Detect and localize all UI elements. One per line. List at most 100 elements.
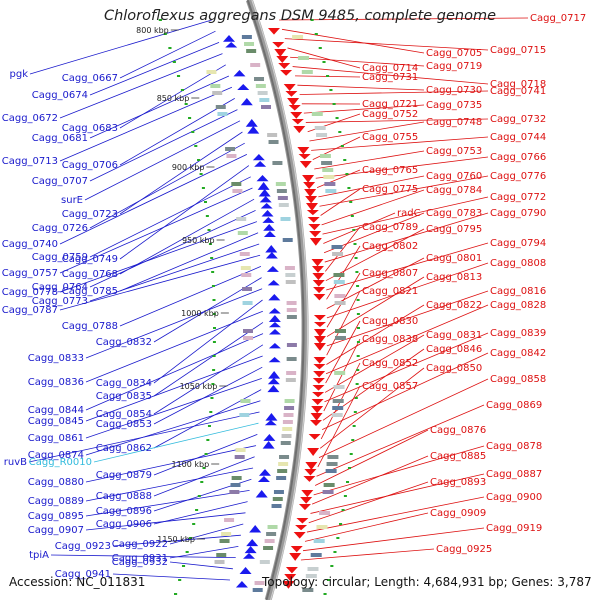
- leader-line: [153, 344, 264, 415]
- leader-line: [319, 175, 489, 207]
- reverse-gene-arrow: [312, 280, 325, 287]
- gene-label-reverse: Cagg_0876: [430, 425, 486, 436]
- reverse-gene-arrow: [282, 581, 295, 589]
- annotation-block: [275, 182, 286, 186]
- reverse-gene-arrow: [304, 189, 317, 197]
- forward-gene-arrow: [247, 126, 260, 134]
- leader-line: [169, 546, 239, 559]
- annotation-block: [226, 154, 237, 158]
- leader-line: [306, 496, 485, 533]
- annotation-block: [277, 469, 288, 473]
- forward-gene-arrow: [254, 161, 267, 167]
- leader-line: [290, 56, 425, 67]
- annotation-block: [254, 77, 265, 81]
- gene-label-forward: Cagg_0888: [96, 491, 152, 502]
- forward-gene-arrow: [258, 189, 271, 197]
- gene-label-forward: Cagg_0681: [32, 133, 88, 144]
- leader-line: [304, 512, 429, 542]
- gene-labels: pgk Cagg_0667Cagg_0674Cagg_0672Cagg_0683C…: [2, 13, 587, 580]
- annotation-block: [271, 504, 282, 508]
- leader-line: [311, 136, 489, 151]
- leader-line: [85, 310, 263, 383]
- gene-label-reverse: Cagg_0730: [426, 85, 482, 96]
- gene-label-reverse: Cagg_0813: [426, 272, 482, 283]
- annotation-block: [324, 182, 336, 186]
- reverse-gene-arrow: [288, 105, 301, 111]
- leader-line: [325, 228, 425, 282]
- gene-label-reverse: Cagg_0775: [362, 184, 418, 195]
- annotation-block: [210, 84, 221, 88]
- gene-label-reverse: Cagg_0776: [490, 171, 546, 182]
- reverse-gene-arrow: [306, 210, 319, 216]
- reverse-gene-arrow: [299, 161, 312, 169]
- gene-label-reverse: Cagg_0828: [490, 300, 546, 311]
- gene-label-forward: Cagg_0854: [96, 409, 152, 420]
- reverse-gene-arrow: [312, 273, 325, 281]
- gene-label-forward: Cagg_0874: [28, 450, 84, 461]
- forward-gene-arrow: [235, 581, 248, 588]
- annotation-block: [280, 441, 291, 445]
- gene-label-forward: Cagg_0707: [32, 176, 88, 187]
- forward-gene-arrow: [255, 490, 268, 498]
- reverse-gene-arrow: [313, 294, 326, 301]
- annotation-block: [240, 266, 251, 270]
- annotation-block: [325, 189, 337, 193]
- reverse-gene-arrow: [306, 203, 319, 211]
- scale-tick-label: 850 kbp: [157, 94, 190, 103]
- forward-gene-arrow: [265, 245, 278, 253]
- gene-label-forward: Cagg_0932: [112, 557, 168, 568]
- gene-label-forward: Cagg_0749: [62, 254, 118, 265]
- gene-label-forward: Cagg_0896: [96, 506, 152, 517]
- leader-line: [119, 165, 250, 260]
- label-leader-lines: [28, 17, 529, 581]
- annotation-block: [281, 434, 292, 438]
- forward-gene-arrow: [258, 469, 271, 476]
- forward-gene-arrow: [256, 175, 269, 182]
- gene-label-forward: Cagg_0931: [112, 553, 168, 564]
- scale-ticks: 800 kbp 850 kbp 900 kbp 950 kbp 1000 kbp 1050…: [136, 26, 229, 544]
- gene-label-reverse: Cagg_0789: [362, 222, 418, 233]
- gene-label-forward: Cagg_0713: [2, 156, 58, 167]
- reverse-gene-arrow: [303, 476, 316, 482]
- reverse-gene-arrow: [305, 462, 318, 470]
- gene-label-reverse: Cagg_0808: [490, 258, 546, 269]
- gene-label-reverse: Cagg_0790: [490, 208, 546, 219]
- annotation-block: [235, 448, 246, 452]
- backbone-arc-shade: [246, 0, 305, 600]
- annotation-block: [316, 525, 328, 529]
- reverse-gene-arrow: [290, 546, 303, 553]
- gene-label-forward: Cagg_0773: [32, 296, 88, 307]
- annotation-block: [216, 553, 227, 557]
- reverse-gene-arrow: [293, 126, 306, 134]
- reverse-gene-arrow: [311, 399, 324, 405]
- annotation-block: [332, 399, 344, 403]
- leader-line: [59, 53, 223, 119]
- leader-line: [89, 142, 245, 229]
- leader-line: [325, 320, 361, 384]
- scale-tick-label: 1100 kbp: [171, 460, 209, 469]
- annotation-block: [331, 245, 343, 249]
- leader-line: [314, 429, 429, 486]
- leader-line: [89, 176, 251, 258]
- reverse-gene-arrow: [313, 329, 326, 337]
- annotation-block: [232, 189, 243, 193]
- annotation-block: [273, 490, 284, 494]
- annotation-block: [219, 539, 230, 543]
- gene-label-reverse: Cagg_0795: [426, 224, 482, 235]
- leader-line: [324, 332, 489, 403]
- leader-line: [321, 352, 489, 431]
- gene-label-forward: Cagg_0844: [28, 405, 84, 416]
- annotation-block: [277, 196, 288, 200]
- gene-label-reverse: Cagg_0752: [362, 109, 418, 120]
- annotation-block: [292, 35, 304, 39]
- annotation-block: [332, 406, 344, 410]
- forward-gene-arrow: [261, 210, 274, 217]
- annotation-block: [230, 483, 241, 487]
- annotation-block: [242, 287, 253, 291]
- gene-label-reverse: Cagg_0846: [426, 344, 482, 355]
- gene-label-reverse: Cagg_0878: [486, 441, 542, 452]
- backbone-arc-highlight: [251, 0, 309, 600]
- annotation-block: [252, 588, 263, 592]
- reverse-gene-arrow: [285, 91, 298, 97]
- leader-line: [89, 42, 220, 96]
